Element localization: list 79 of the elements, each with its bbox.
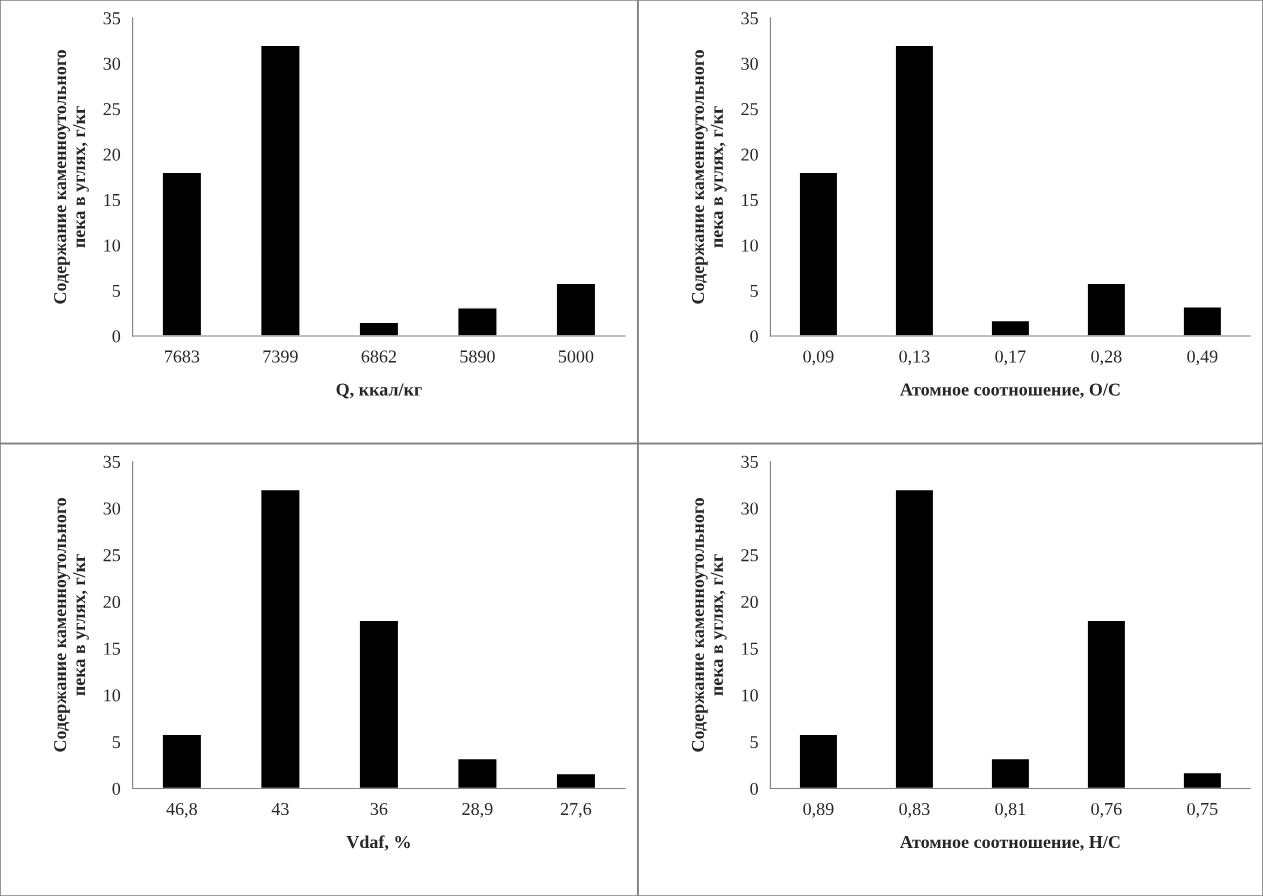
- x-tick-label: 0,28: [1091, 350, 1122, 366]
- bar: [161, 733, 203, 789]
- x-tick-label: 0,81: [995, 802, 1026, 818]
- y-tick-label: 30: [103, 502, 121, 515]
- y-tick-label: 25: [741, 549, 758, 562]
- x-tick-label: 0,89: [803, 802, 834, 818]
- bar: [555, 772, 597, 789]
- y-axis-title: Содержание каменноутольного пека в углях, г/кг: [54, 50, 89, 304]
- y-axis-title: Содержание каменноутольного пека в углях, г/кг: [54, 498, 89, 752]
- x-tick-label: 0,09: [803, 350, 834, 366]
- y-axis-title: Содержание каменноутольного пека в углях, г/кг: [691, 498, 727, 752]
- y-tick-label: 0: [112, 330, 121, 343]
- bar: [555, 282, 597, 336]
- x-tick-label: 7399: [263, 350, 298, 363]
- x-tick-label: 28,9: [462, 802, 493, 818]
- bar: [1086, 282, 1127, 336]
- x-axis-title: Атомное соотношение, H/C: [900, 835, 1120, 851]
- y-tick-label: 35: [741, 455, 758, 468]
- y-tick-label: 15: [104, 642, 121, 655]
- x-tick-label: 5000: [558, 350, 594, 363]
- bar: [990, 757, 1031, 789]
- y-tick-label: 20: [103, 148, 121, 161]
- y-tick-label: 20: [103, 595, 121, 609]
- bar: [259, 488, 301, 789]
- bar: [358, 619, 400, 789]
- x-tick-label: 27,6: [560, 802, 592, 818]
- bar: [894, 488, 935, 789]
- x-tick-label: 36: [370, 802, 388, 816]
- bar: [259, 44, 301, 336]
- x-tick-label: 5890: [460, 350, 495, 363]
- y-tick-label: 5: [112, 285, 121, 297]
- y-tick-label: 30: [741, 57, 758, 70]
- y-tick-label: 30: [103, 57, 121, 70]
- x-tick-label: 0,13: [899, 350, 930, 366]
- y-tick-label: 10: [742, 689, 758, 702]
- bar: [894, 44, 935, 336]
- y-tick-label: 0: [750, 782, 758, 795]
- bar: [161, 171, 203, 336]
- y-tick-label: 10: [104, 689, 121, 702]
- y-tick-label: 10: [742, 239, 758, 252]
- x-tick-label: 7683: [165, 350, 200, 363]
- x-tick-label: 0,17: [995, 350, 1026, 366]
- x-tick-label: 0,83: [899, 802, 930, 818]
- y-tick-label: 5: [112, 736, 121, 749]
- y-axis-title: Содержание каменноутольного пека в углях, г/кг: [691, 50, 727, 304]
- x-axis-title: Атомное соотношение, O/C: [900, 383, 1120, 399]
- y-tick-label: 25: [103, 103, 121, 116]
- y-tick-label: 10: [104, 239, 121, 252]
- y-tick-label: 25: [103, 549, 121, 562]
- x-tick-label: 0,76: [1091, 802, 1122, 818]
- bar: [990, 319, 1031, 336]
- y-tick-label: 35: [741, 12, 758, 25]
- y-tick-label: 15: [742, 194, 758, 207]
- y-tick-label: 5: [750, 285, 758, 297]
- bar: [798, 171, 839, 336]
- y-tick-label: 0: [112, 782, 121, 795]
- bar: [457, 757, 498, 789]
- y-tick-label: 15: [742, 642, 758, 655]
- x-axis-title: Vdaf, %: [346, 835, 410, 851]
- bar: [457, 307, 498, 336]
- x-tick-label: 0,49: [1187, 350, 1218, 366]
- x-tick-label: 46,8: [166, 802, 197, 818]
- x-tick-label: 6862: [361, 350, 396, 363]
- y-tick-label: 35: [103, 455, 121, 468]
- y-tick-label: 30: [741, 502, 758, 515]
- y-tick-label: 35: [103, 12, 121, 25]
- y-tick-label: 20: [741, 595, 758, 609]
- bar: [1086, 619, 1127, 789]
- x-tick-label: 0,75: [1187, 802, 1218, 818]
- y-tick-label: 25: [741, 103, 758, 116]
- y-tick-label: 15: [104, 194, 121, 207]
- y-tick-label: 5: [750, 736, 758, 749]
- bar: [1182, 771, 1223, 789]
- x-tick-label: 43: [271, 802, 289, 816]
- y-tick-label: 20: [741, 148, 758, 161]
- bar: [1182, 306, 1223, 336]
- bar: [798, 733, 839, 789]
- x-axis-title: Q, ккал/кг: [336, 383, 422, 399]
- y-tick-label: 0: [750, 330, 758, 343]
